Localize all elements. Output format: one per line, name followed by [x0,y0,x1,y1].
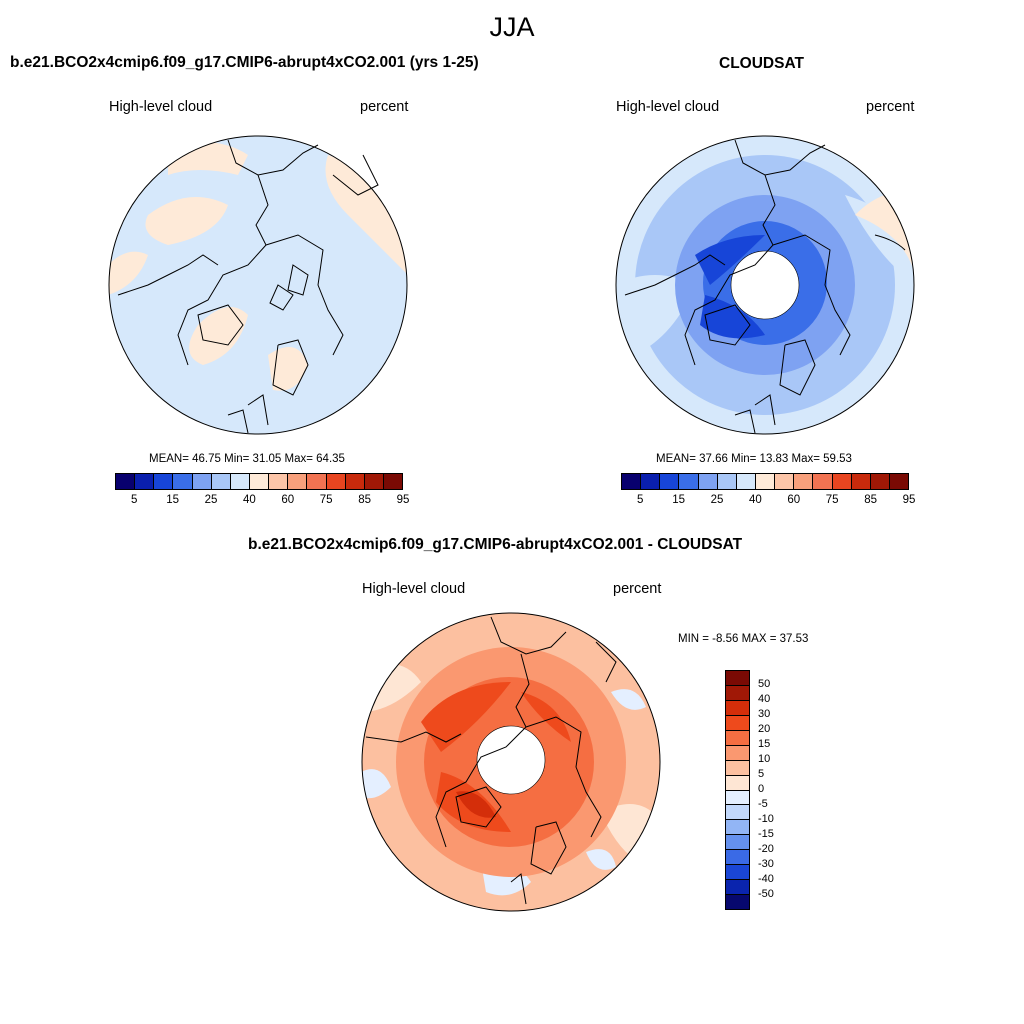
colorbar-swatch [794,474,814,489]
colorbar-tick-label: 75 [825,494,839,506]
colorbar-swatch [383,474,403,489]
colorbar-tick-label: 40 [758,693,771,705]
colorbar-tick-label: 60 [281,494,295,506]
colorbar-swatch [851,474,871,489]
panel3-polar-map [361,612,661,912]
colorbar-swatch [641,474,661,489]
colorbar-swatch [679,474,699,489]
season-title: JJA [489,12,535,42]
panel1-stats: MEAN= 46.75 Min= 31.05 Max= 64.35 [149,453,345,465]
colorbar-tick-label: 5 [636,494,644,506]
colorbar-swatch [345,474,365,489]
colorbar-swatch [813,474,833,489]
colorbar-swatch [230,474,250,489]
colorbar-swatch [726,865,749,881]
panel1-units: percent [360,99,409,115]
panel1-variable: High-level cloud [109,99,213,115]
colorbar-swatch [889,474,909,489]
colorbar-swatch [269,474,289,489]
colorbar-tick-label: -15 [758,828,774,840]
colorbar-swatch [870,474,890,489]
colorbar-swatch [622,474,642,489]
colorbar-swatch [726,730,749,746]
panel3-stats: MIN = -8.56 MAX = 37.53 [678,633,809,645]
colorbar-tick-label: 95 [902,494,916,506]
colorbar-swatch [116,474,136,489]
colorbar-tick-label: 15 [672,494,685,506]
colorbar-tick-label: -5 [758,798,768,810]
colorbar-tick-label: -30 [758,858,774,870]
panel3-title: b.e21.BCO2x4cmip6.f09_g17.CMIP6-abrupt4x… [248,536,743,553]
colorbar-swatch [736,474,756,489]
colorbar-tick-label: 85 [864,494,877,506]
panel3-units: percent [613,581,662,597]
colorbar-swatch [726,850,749,866]
colorbar-tick-label: 25 [204,494,218,506]
colorbar-swatch [832,474,852,489]
colorbar-tick-label: 30 [758,708,771,720]
colorbar-swatch [698,474,718,489]
colorbar-swatch [755,474,776,489]
panel2-colorbar [621,473,909,490]
panel1-polar-map [108,135,408,435]
colorbar-tick-label: 10 [758,753,771,765]
panel1-title: b.e21.BCO2x4cmip6.f09_g17.CMIP6-abrupt4x… [10,54,479,71]
colorbar-swatch [726,671,749,686]
colorbar-swatch [726,745,749,761]
colorbar-swatch [660,474,680,489]
colorbar-tick-label: -50 [758,888,774,900]
colorbar-swatch [726,760,749,776]
colorbar-swatch [173,474,193,489]
colorbar-swatch [135,474,155,489]
colorbar-swatch [726,700,749,716]
colorbar-tick-label: 20 [758,723,771,735]
colorbar-tick-label: 85 [358,494,371,506]
colorbar-swatch [192,474,212,489]
panel2-polar-map [615,135,915,435]
colorbar-tick-label: 75 [319,494,333,506]
colorbar-swatch [364,474,384,489]
panel2-stats: MEAN= 37.66 Min= 13.83 Max= 59.53 [656,453,852,465]
colorbar-tick-label: 95 [396,494,410,506]
colorbar-swatch [726,880,749,896]
panel2-units: percent [866,99,915,115]
colorbar-tick-label: 15 [166,494,179,506]
colorbar-swatch [726,895,749,909]
colorbar-tick-label: 25 [710,494,724,506]
colorbar-swatch [326,474,346,489]
panel2-title: CLOUDSAT [719,55,804,72]
panel2-variable: High-level cloud [616,99,720,115]
panel1-colorbar [115,473,403,490]
colorbar-tick-label: 40 [748,494,762,506]
colorbar-swatch [726,775,749,791]
colorbar-swatch [726,685,749,701]
colorbar-tick-label: 5 [758,768,765,780]
colorbar-swatch [717,474,737,489]
colorbar-tick-label: 60 [787,494,801,506]
colorbar-tick-label: 0 [758,783,765,795]
colorbar-tick-label: 15 [758,738,771,750]
colorbar-tick-label: 50 [758,678,771,690]
colorbar-swatch [154,474,174,489]
colorbar-swatch [211,474,231,489]
colorbar-tick-label: -20 [758,843,774,855]
colorbar-tick-label: -10 [758,813,774,825]
panel3-variable: High-level cloud [362,581,466,597]
colorbar-swatch [726,820,749,836]
colorbar-tick-label: 5 [130,494,138,506]
colorbar-tick-label: 40 [242,494,256,506]
colorbar-swatch [726,835,749,851]
colorbar-tick-label: -40 [758,873,774,885]
colorbar-swatch [249,474,270,489]
colorbar-swatch [726,790,749,806]
colorbar-swatch [726,715,749,731]
panel3-colorbar [725,670,750,910]
colorbar-swatch [726,805,749,821]
colorbar-swatch [288,474,308,489]
colorbar-swatch [307,474,327,489]
colorbar-swatch [775,474,795,489]
